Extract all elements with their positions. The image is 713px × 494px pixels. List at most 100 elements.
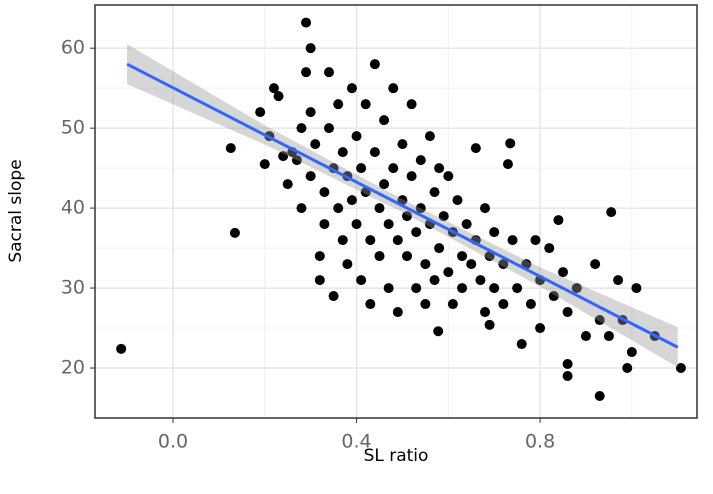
point: [324, 67, 335, 78]
point: [397, 195, 408, 206]
point: [580, 331, 591, 342]
point: [374, 251, 385, 262]
point: [594, 391, 605, 402]
point: [296, 123, 307, 134]
point: [594, 315, 605, 326]
point: [392, 235, 403, 246]
point: [466, 259, 477, 270]
point: [328, 291, 339, 302]
point: [296, 203, 307, 214]
point: [562, 359, 573, 370]
point: [606, 207, 617, 218]
point: [310, 139, 321, 150]
point: [365, 235, 376, 246]
y-tick-label: 30: [61, 277, 85, 299]
point: [622, 363, 633, 374]
point: [429, 187, 440, 198]
point: [337, 235, 348, 246]
point: [337, 147, 348, 158]
point: [369, 147, 380, 158]
point: [388, 163, 399, 174]
point: [346, 195, 357, 206]
point: [480, 203, 491, 214]
point: [356, 275, 367, 286]
point: [558, 267, 569, 278]
point: [225, 143, 236, 154]
point: [356, 163, 367, 174]
y-tick-label: 40: [61, 197, 85, 219]
point: [319, 219, 330, 230]
point: [314, 251, 325, 262]
point: [305, 171, 316, 182]
point: [626, 347, 637, 358]
panel-border: [94, 4, 698, 419]
x-tick-label: 0.0: [158, 431, 188, 453]
point: [255, 107, 266, 118]
point: [480, 307, 491, 318]
point: [314, 275, 325, 286]
point: [590, 259, 601, 270]
point: [516, 339, 527, 350]
point: [434, 163, 445, 174]
point: [562, 307, 573, 318]
point: [484, 319, 495, 330]
point: [434, 243, 445, 254]
point: [470, 143, 481, 154]
point: [613, 275, 624, 286]
point: [402, 211, 413, 222]
point: [562, 371, 573, 382]
point: [383, 219, 394, 230]
point: [484, 251, 495, 262]
point: [447, 299, 458, 310]
point: [411, 283, 422, 294]
point: [525, 299, 536, 310]
point: [402, 251, 413, 262]
point: [498, 299, 509, 310]
x-axis-title: SL ratio: [364, 446, 429, 466]
point: [443, 267, 454, 278]
point: [360, 99, 371, 110]
point: [406, 171, 417, 182]
point: [502, 159, 513, 170]
point: [415, 203, 426, 214]
point: [498, 259, 509, 270]
point: [424, 131, 435, 142]
point: [397, 139, 408, 150]
x-tick-label: 0.8: [525, 431, 555, 453]
point: [406, 99, 417, 110]
point: [333, 99, 344, 110]
point: [383, 283, 394, 294]
point: [489, 227, 500, 238]
point: [631, 283, 642, 294]
point: [333, 203, 344, 214]
point: [443, 171, 454, 182]
point: [392, 307, 403, 318]
point: [507, 235, 518, 246]
point: [305, 107, 316, 118]
point: [457, 283, 468, 294]
point: [433, 326, 444, 337]
point: [259, 159, 270, 170]
point: [475, 275, 486, 286]
point: [351, 131, 362, 142]
point: [415, 155, 426, 166]
point: [420, 299, 431, 310]
point: [553, 215, 564, 226]
point: [388, 83, 399, 94]
point: [420, 259, 431, 270]
point: [512, 283, 523, 294]
point: [346, 83, 357, 94]
point: [273, 91, 284, 102]
point: [351, 219, 362, 230]
point: [457, 251, 468, 262]
point: [379, 179, 390, 190]
point: [342, 259, 353, 270]
point: [365, 299, 376, 310]
point: [374, 203, 385, 214]
point: [461, 219, 472, 230]
point: [369, 59, 380, 70]
point: [535, 323, 546, 334]
point: [319, 187, 330, 198]
point: [603, 331, 614, 342]
point: [411, 227, 422, 238]
